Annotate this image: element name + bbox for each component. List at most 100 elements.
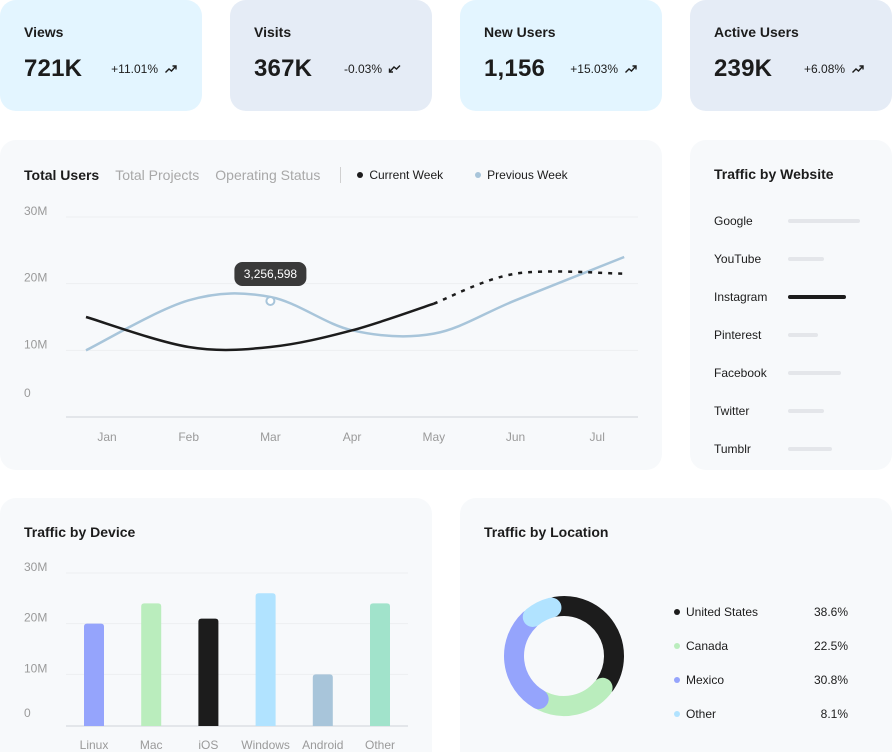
website-name: Facebook [714, 366, 767, 380]
x-tick-label: Jul [590, 430, 605, 444]
series-current-week-line [85, 302, 435, 352]
legend-dot-icon [357, 172, 364, 178]
legend-label: Previous Week [487, 168, 568, 182]
website-name: YouTube [714, 252, 762, 266]
legend-dot-icon [674, 643, 680, 649]
location-row: Mexico 30.8% [674, 663, 848, 697]
device-bar-chart: 0 10M 20M 30M Linux Mac iOS Windows Android Other [24, 560, 408, 752]
panel-title: Traffic by Location [484, 524, 609, 540]
y-tick-label: 10M [24, 661, 47, 675]
y-tick-label: 10M [24, 337, 47, 351]
location-pct: 8.1% [820, 707, 848, 721]
stat-label: Active Users [714, 24, 799, 40]
x-tick-label: Apr [343, 430, 362, 444]
traffic-by-device-panel: Traffic by Device 0 10M 20M 30M Linux Mac iOS W… [0, 498, 432, 752]
location-pct: 30.8% [813, 673, 848, 687]
website-name: Google [714, 214, 753, 228]
x-tick-label: Windows [241, 738, 290, 752]
traffic-by-location-panel: Traffic by Location United States 38.6% Ca… [460, 498, 892, 752]
y-tick-label: 0 [24, 386, 31, 400]
location-legend: United States 38.6% Canada 22.5% Mexico 30.8%… [674, 595, 848, 731]
series-previous-week-line [85, 255, 625, 352]
x-tick-label: iOS [198, 738, 218, 752]
bar-linux [84, 623, 104, 726]
location-name: Other [686, 707, 717, 721]
stat-card-active-users[interactable]: Active Users 239K +6.08% [690, 0, 892, 111]
location-name: Mexico [686, 673, 725, 687]
slice-other [522, 597, 562, 627]
stat-change-text: +6.08% [804, 62, 846, 76]
stat-label: Visits [254, 24, 292, 40]
x-tick-label: Jun [506, 430, 525, 444]
y-tick-label: 30M [24, 204, 47, 218]
website-row[interactable]: Facebook [714, 354, 860, 392]
website-bar [788, 257, 824, 261]
website-row[interactable]: Pinterest [714, 316, 860, 354]
website-bar [788, 333, 818, 337]
trend-up-icon [852, 65, 864, 73]
website-bar [788, 447, 832, 451]
slice-mexico [504, 609, 549, 710]
bar-windows [255, 593, 276, 726]
bar-mac [141, 603, 162, 726]
trend-down-icon [388, 65, 401, 73]
stat-label: New Users [484, 24, 556, 40]
x-tick-label: Other [365, 738, 395, 752]
x-tick-label: Android [302, 738, 343, 752]
stat-change-text: -0.03% [344, 62, 383, 76]
location-donut-chart [504, 596, 624, 716]
slice-united-states [545, 596, 624, 695]
tooltip-box [234, 262, 307, 286]
y-tick-label: 0 [24, 706, 31, 720]
trend-up-icon [165, 65, 177, 73]
bar-other [370, 603, 390, 726]
website-bar [788, 409, 824, 413]
bar-ios [198, 618, 219, 726]
x-tick-label: May [422, 430, 445, 444]
total-users-panel: Total Users Total Projects Operating Sta… [0, 140, 662, 470]
tab-total-projects[interactable]: Total Projects [115, 167, 200, 183]
slice-canada [532, 677, 613, 716]
stat-value: 1,156 [484, 55, 546, 82]
stat-change: -0.03% [344, 62, 402, 76]
legend-dot-icon [674, 711, 680, 717]
legend-current-week: Current Week [357, 168, 443, 182]
x-tick-label: Linux [80, 738, 109, 752]
tab-divider [340, 167, 342, 183]
total-users-line-chart: 0 10M 20M 30M Jan Feb Mar Apr May Jun Jul 3,256,598 [24, 204, 638, 444]
tab-total-users[interactable]: Total Users [24, 167, 100, 183]
chart-tabs: Total Users Total Projects Operating Sta… [24, 167, 600, 183]
website-name: Pinterest [714, 328, 762, 342]
website-row[interactable]: Instagram [714, 278, 860, 316]
y-tick-label: 20M [24, 271, 47, 285]
website-row[interactable]: Google [714, 202, 860, 240]
website-name: Twitter [714, 404, 750, 418]
panel-title: Traffic by Website [714, 166, 834, 182]
website-row[interactable]: Tumblr [714, 430, 860, 468]
stat-label: Views [24, 24, 64, 40]
traffic-by-website-panel: Traffic by Website Google YouTube Instagra… [690, 140, 892, 470]
website-row[interactable]: YouTube [714, 240, 860, 278]
legend-dot-icon [475, 172, 482, 178]
series-current-week-projection [433, 270, 625, 305]
website-name: Tumblr [714, 442, 751, 456]
stat-card-views[interactable]: Views 721K +11.01% [0, 0, 202, 111]
location-pct: 38.6% [813, 605, 848, 619]
bar-android [312, 674, 333, 726]
x-tick-label: Mac [140, 738, 163, 752]
tab-operating-status[interactable]: Operating Status [215, 167, 321, 183]
panel-title: Traffic by Device [24, 524, 136, 540]
stat-change: +6.08% [804, 62, 865, 76]
location-row: Other 8.1% [674, 697, 848, 731]
website-row[interactable]: Twitter [714, 392, 860, 430]
stat-card-new-users[interactable]: New Users 1,156 +15.03% [460, 0, 662, 111]
tooltip-text: 3,256,598 [244, 267, 298, 281]
website-bar [788, 295, 846, 299]
legend-previous-week: Previous Week [475, 168, 568, 182]
stat-change: +15.03% [570, 62, 638, 76]
website-bar [788, 371, 841, 375]
stat-card-visits[interactable]: Visits 367K -0.03% [230, 0, 432, 111]
tooltip-anchor-point [265, 296, 276, 306]
location-row: Canada 22.5% [674, 629, 848, 663]
stat-value: 239K [714, 55, 773, 82]
